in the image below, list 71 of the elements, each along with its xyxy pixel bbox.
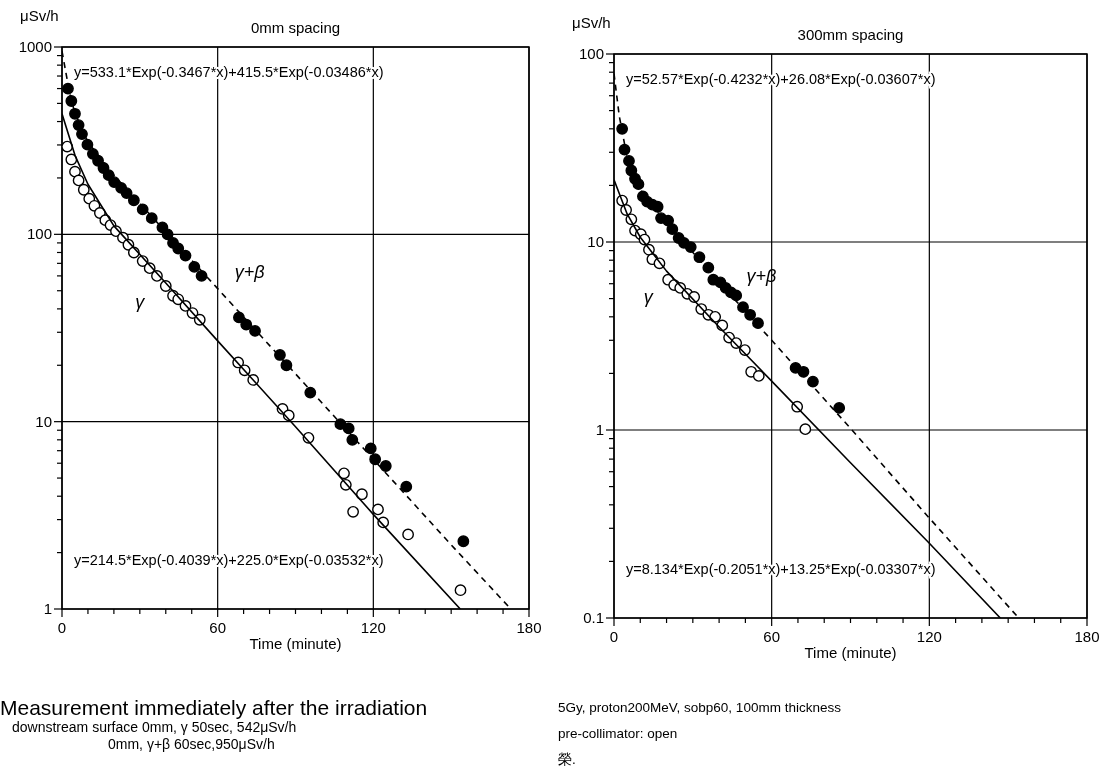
- point: [62, 140, 74, 153]
- y-tick-label: 1: [43, 600, 52, 617]
- point: [666, 223, 679, 236]
- x-tick-label: 120: [916, 628, 942, 645]
- point: [72, 174, 85, 187]
- series-label: γ: [643, 286, 654, 307]
- point: [833, 402, 846, 414]
- y-axis-title: μSv/h: [20, 7, 59, 24]
- y-tick-label: 100: [578, 45, 604, 62]
- point: [752, 317, 764, 330]
- point: [77, 183, 90, 196]
- x-tick-label: 180: [516, 619, 542, 636]
- point: [400, 480, 413, 493]
- point: [616, 122, 629, 135]
- point: [799, 423, 812, 436]
- point: [346, 433, 359, 446]
- x-tick-label: 60: [209, 619, 227, 636]
- point: [457, 535, 470, 548]
- point: [372, 503, 384, 516]
- y-axis-title: μSv/h: [572, 14, 611, 31]
- x-tick-label: 60: [763, 628, 781, 645]
- point: [69, 107, 81, 120]
- text: downstream surface 0mm, γ 50sec, 542μSv/h: [12, 719, 297, 735]
- chart-title: 0mm spacing: [250, 19, 341, 36]
- point: [693, 251, 706, 264]
- point: [240, 318, 253, 331]
- y-tick-label: 1000: [18, 38, 52, 55]
- point: [402, 528, 414, 541]
- point: [618, 143, 631, 156]
- point: [76, 128, 88, 140]
- point: [379, 460, 392, 472]
- y-tick-label: 1: [595, 421, 604, 438]
- point: [632, 178, 645, 191]
- y-tick-label: 10: [587, 233, 604, 250]
- x-tick-label: 0: [609, 628, 619, 645]
- point: [364, 442, 377, 455]
- x-axis-title: Time (minute): [804, 644, 897, 661]
- text: Measurement immediately after the irradiation: [0, 696, 428, 719]
- point: [127, 194, 140, 207]
- point: [684, 241, 697, 253]
- point: [730, 289, 743, 302]
- x-tick-label: 120: [360, 619, 386, 636]
- point: [797, 365, 810, 378]
- chart-title: 300mm spacing: [797, 26, 904, 43]
- point: [744, 308, 757, 321]
- point: [195, 269, 208, 282]
- x-tick-label: 0: [57, 619, 67, 636]
- y-tick-label: 10: [35, 412, 52, 430]
- text: 5Gy, proton200MeV, sobp60, 100mm thickness: [558, 700, 842, 715]
- point: [369, 453, 382, 466]
- point: [274, 349, 286, 361]
- series-label: γ+β: [234, 261, 265, 282]
- point: [188, 261, 201, 273]
- x-axis-title: Time (minute): [249, 635, 342, 652]
- series-label: γ: [135, 291, 146, 312]
- x-tick-label: 180: [1074, 628, 1100, 645]
- point: [145, 212, 158, 225]
- point: [702, 261, 715, 274]
- y-tick-label: 0.1: [583, 609, 604, 626]
- text: 0mm, γ+β 60sec,950μSv/h: [108, 736, 275, 752]
- text: pre-collimator: open: [558, 726, 678, 741]
- y-tick-label: 100: [26, 225, 52, 243]
- point: [65, 153, 78, 166]
- point: [338, 467, 350, 480]
- point: [69, 165, 81, 178]
- point: [454, 584, 467, 597]
- point: [249, 325, 261, 337]
- point: [342, 422, 355, 435]
- point: [347, 505, 359, 518]
- point: [752, 369, 765, 382]
- text: 榮.: [558, 752, 576, 767]
